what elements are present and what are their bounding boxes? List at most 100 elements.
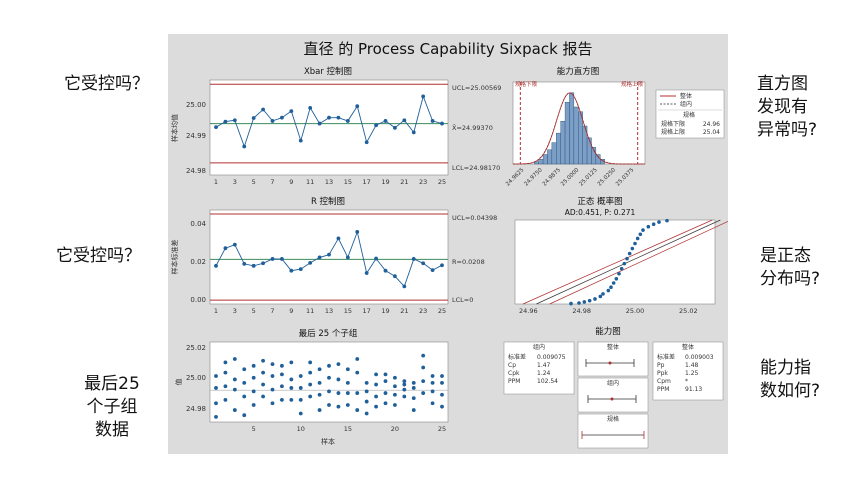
x-tick-label: 17	[363, 178, 371, 186]
hist-bar	[547, 149, 553, 165]
data-point	[633, 241, 637, 246]
question-capability: 能力指 数如何?	[760, 357, 820, 403]
data-point	[251, 263, 256, 268]
x-tick-label: 23	[419, 178, 427, 186]
x-tick-label: 25.0250	[597, 167, 618, 188]
data-point	[232, 377, 237, 382]
r-title: R 控制图	[311, 196, 345, 207]
data-point	[242, 367, 247, 372]
data-point	[383, 391, 388, 395]
data-point	[223, 370, 228, 375]
overall-row-label: 标准差	[657, 353, 675, 361]
hist-bar	[560, 121, 566, 165]
data-point	[345, 380, 350, 385]
data-point	[317, 392, 322, 397]
data-point	[355, 357, 360, 361]
data-point	[355, 104, 360, 109]
data-point	[242, 144, 247, 149]
overall-row-label: Ppk	[657, 370, 668, 377]
data-point	[641, 228, 645, 232]
x-tick-label: 25	[438, 307, 446, 315]
data-point	[317, 255, 322, 260]
overall-row-value: 0.009003	[685, 354, 714, 361]
data-point	[383, 119, 388, 123]
data-point	[223, 246, 228, 251]
x-tick-label: 15	[344, 307, 352, 315]
data-point	[609, 285, 613, 289]
data-point	[336, 362, 341, 367]
data-point	[214, 401, 218, 406]
data-point	[232, 387, 237, 392]
data-point	[308, 370, 313, 375]
data-point	[298, 138, 303, 143]
last25-ytick: 25.00	[186, 374, 206, 382]
data-point	[393, 274, 397, 279]
x-tick-label: 10	[297, 425, 305, 433]
x-tick-label: 21	[400, 178, 408, 186]
data-point	[280, 257, 284, 261]
data-point	[251, 363, 256, 368]
x-tick-label: 24.9750	[523, 167, 544, 188]
data-point	[327, 375, 331, 380]
data-point	[638, 232, 643, 237]
data-point	[317, 367, 322, 372]
within-row-value: 0.009075	[537, 354, 566, 361]
data-point	[270, 362, 275, 367]
data-point	[402, 379, 407, 384]
capability-title: 能力图	[595, 326, 621, 337]
last25-marks	[210, 353, 448, 419]
data-point	[374, 394, 378, 399]
data-point	[327, 363, 331, 368]
data-point	[364, 389, 369, 394]
data-point	[336, 404, 341, 409]
sixpack-svg: 直径 的 Process Capability Sixpack 报告 Xbar …	[170, 40, 728, 449]
data-point	[430, 119, 435, 123]
data-point	[270, 119, 275, 123]
overall-row-value: *	[685, 378, 688, 385]
data-point	[355, 408, 360, 412]
x-tick-label: 1	[214, 307, 218, 315]
data-point	[627, 251, 632, 256]
legend-lsl-value: 24.96	[703, 121, 720, 128]
legend-usl-value: 25.04	[703, 129, 720, 136]
q-line: 发现有	[757, 97, 808, 117]
x-tick-label: 5	[252, 307, 256, 315]
x-tick-label: 5	[252, 425, 256, 433]
ci-upper	[549, 221, 728, 305]
r-ucl-label: UCL=0.04398	[452, 214, 497, 222]
last25-title: 最后 25 个子组	[299, 328, 358, 339]
data-point	[214, 386, 218, 390]
data-point	[327, 115, 331, 120]
data-point	[421, 261, 426, 266]
data-point	[336, 115, 341, 120]
within-head: 组内	[533, 343, 545, 351]
data-point	[402, 382, 407, 387]
legend-within: 组内	[680, 100, 692, 108]
data-point	[646, 224, 651, 229]
r-ytick: 0.04	[190, 220, 206, 228]
xbar-xticks: 1 3 5 7 9 11 13 15 17 19 21 23 25	[214, 178, 446, 186]
hist-bar	[573, 106, 579, 165]
q-line: 分布吗?	[760, 269, 821, 289]
q-line: 最后25	[84, 374, 140, 394]
x-tick-label: 7	[270, 307, 274, 315]
data-point	[587, 298, 592, 303]
data-point	[430, 374, 435, 378]
data-point	[261, 370, 265, 375]
data-point	[289, 360, 294, 365]
cap-overall-label: 整体	[607, 343, 619, 351]
x-tick-label: 15	[344, 178, 352, 186]
data-point	[421, 353, 426, 358]
data-point	[345, 255, 350, 260]
within-row-label: PPM	[508, 378, 520, 385]
data-point	[411, 408, 416, 412]
data-point	[598, 294, 603, 299]
last25-ytick: 25.02	[186, 344, 206, 352]
overall-row-value: 1.48	[685, 362, 699, 369]
overall-box	[652, 341, 724, 401]
data-point	[223, 397, 228, 402]
x-tick-label: 1	[214, 178, 218, 186]
data-point	[270, 374, 275, 378]
x-tick-label: 25.00	[626, 307, 645, 315]
x-tick-label: 15	[344, 425, 352, 433]
